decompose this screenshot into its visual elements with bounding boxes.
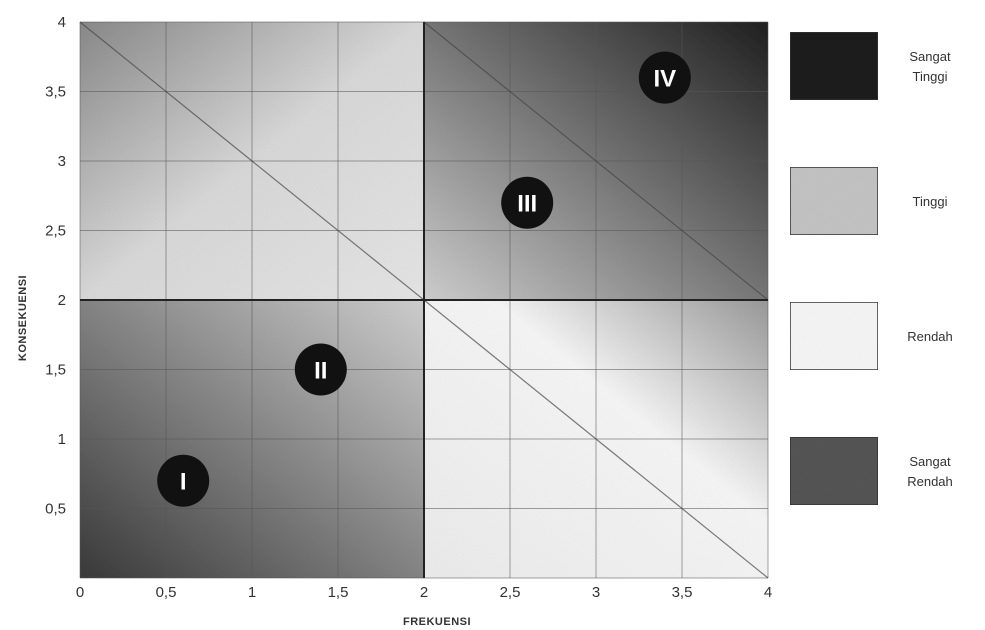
x-tick-label: 4	[764, 584, 772, 601]
zone-marker-iv: IV	[638, 51, 691, 104]
x-tick-label: 2	[420, 584, 428, 601]
y-tick-label: 2	[58, 292, 66, 309]
zone-marker-iii: III	[501, 176, 554, 229]
zone-marker-circle	[294, 343, 347, 396]
diagonal-line	[423, 21, 769, 301]
legend-item: Sangat Rendah	[789, 436, 953, 506]
legend-swatch	[789, 436, 879, 506]
x-axis-tick-labels: 0 0,5 1 1,5 2 2,5 3 3,5 4	[76, 584, 772, 601]
y-tick-label: 0,5	[45, 501, 66, 518]
zone-marker-circle	[157, 454, 210, 507]
x-tick-label: 0,5	[156, 584, 177, 601]
x-tick-label: 0	[76, 584, 84, 601]
legend-swatch	[789, 301, 879, 371]
y-tick-label: 2,5	[45, 223, 66, 240]
y-tick-label: 1	[58, 431, 66, 448]
x-tick-label: 2,5	[500, 584, 521, 601]
y-tick-label: 4	[58, 14, 66, 31]
zone-marker-i: I	[157, 454, 210, 507]
zone-marker-ii: II	[294, 343, 347, 396]
y-axis-tick-labels: 0,5 1 1,5 2 2,5 3 3,5 4	[45, 14, 66, 518]
legend-label: Rendah	[907, 474, 953, 489]
quadrant-divider-lines	[80, 22, 768, 578]
legend-label: Rendah	[907, 329, 953, 344]
legend-label: Sangat	[909, 49, 951, 64]
zone-marker-label: II	[314, 358, 327, 385]
legend: Sangat Tinggi Tinggi Rendah Sangat Rendah	[789, 31, 953, 506]
x-tick-label: 1,5	[328, 584, 349, 601]
legend-item: Tinggi	[789, 166, 948, 236]
legend-label: Tinggi	[913, 69, 948, 84]
x-axis-title: FREKUENSI	[403, 616, 471, 628]
legend-item: Rendah	[789, 301, 953, 371]
legend-swatch	[789, 166, 879, 236]
zone-marker-label: III	[517, 191, 537, 218]
x-tick-label: 3	[592, 584, 600, 601]
zone-marker-label: IV	[653, 66, 676, 93]
x-tick-label: 1	[248, 584, 256, 601]
y-tick-label: 3	[58, 153, 66, 170]
y-axis-title: KONSEKUENSI	[17, 275, 29, 361]
zone-marker-circle	[501, 176, 554, 229]
y-tick-label: 3,5	[45, 84, 66, 101]
x-tick-label: 3,5	[672, 584, 693, 601]
zone-marker-circle	[638, 51, 691, 104]
legend-label: Sangat	[909, 454, 951, 469]
legend-label: Tinggi	[913, 194, 948, 209]
zone-marker-label: I	[180, 469, 187, 496]
y-tick-label: 1,5	[45, 362, 66, 379]
legend-swatch	[789, 31, 879, 101]
legend-item: Sangat Tinggi	[789, 31, 951, 101]
